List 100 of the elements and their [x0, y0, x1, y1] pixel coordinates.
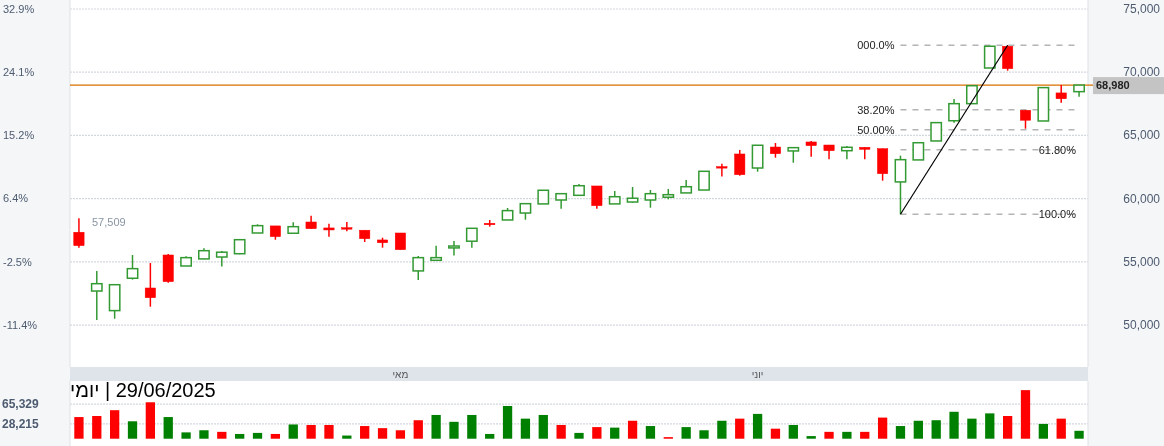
y-tick-label: 50,000: [1123, 318, 1161, 333]
candlestick: [805, 140, 817, 158]
bar: [449, 421, 459, 439]
candlestick: [734, 149, 746, 177]
bar: [270, 433, 281, 439]
candlestick: [448, 240, 460, 257]
y-tick-label: 60,000: [1123, 191, 1161, 206]
annotation: 50.00%: [857, 123, 895, 136]
x-tick-label: יוני: [751, 369, 764, 380]
bar: [235, 433, 245, 439]
candlestick: [716, 162, 728, 178]
bar: [610, 427, 620, 439]
y2-tick-label: -2.5%: [3, 255, 32, 268]
bar: [74, 417, 84, 439]
bar: [306, 424, 316, 439]
bar: [145, 402, 156, 439]
y-tick-label: 55,000: [1123, 254, 1161, 269]
candlestick: [859, 146, 871, 161]
y-tick-label: 75,000: [1123, 1, 1161, 16]
bar: [735, 418, 745, 439]
candlestick: [751, 144, 764, 173]
candlestick: [698, 170, 710, 191]
bar: [395, 430, 406, 439]
bar: [627, 420, 638, 439]
candlestick: [73, 217, 85, 249]
bar: [217, 431, 227, 439]
bar: [967, 418, 977, 439]
bar: [360, 426, 370, 439]
bar: [895, 426, 906, 439]
bar: [181, 432, 191, 439]
bar: [877, 417, 888, 439]
bar: [288, 424, 298, 439]
annotation: 61.80%: [1038, 143, 1077, 156]
candlestick: [126, 254, 139, 281]
candlestick: [412, 255, 425, 281]
y-tick-label: 65,000: [1123, 128, 1161, 143]
bar: [502, 405, 513, 439]
bar: [770, 428, 781, 439]
bar: [92, 416, 102, 439]
candlestick: [1020, 109, 1031, 130]
candlestick: [90, 270, 103, 321]
annotation: 000.0%: [857, 39, 895, 52]
bar: [342, 435, 352, 439]
candlestick: [930, 121, 943, 142]
bar: [1074, 430, 1084, 439]
candlestick: [1002, 44, 1014, 72]
candlestick: [894, 154, 907, 216]
bar: [1038, 423, 1048, 439]
ref-line-label: 57,509: [92, 216, 126, 229]
candlestick: [430, 244, 443, 262]
bar: [824, 431, 834, 439]
bar: [163, 417, 173, 439]
bar: [467, 414, 477, 439]
bar: [110, 410, 120, 439]
bar: [842, 431, 852, 439]
y-tick-label: 65,329: [2, 397, 40, 412]
bar: [485, 433, 495, 439]
bar: [413, 420, 423, 439]
bar: [252, 432, 263, 439]
annotation: 100.0%: [1038, 208, 1077, 221]
bar: [1056, 418, 1066, 439]
bar: [931, 420, 941, 439]
candlestick: [591, 185, 603, 210]
bar: [1002, 416, 1013, 439]
bar: [806, 436, 816, 439]
bar: [752, 413, 763, 439]
bar: [985, 413, 995, 439]
x-tick-label: מאי: [392, 369, 409, 380]
candlestick: [948, 98, 960, 124]
bar: [431, 414, 441, 439]
bar: [592, 427, 602, 439]
bar: [127, 421, 138, 439]
bar: [574, 432, 584, 439]
bar: [538, 414, 548, 439]
candlestick: [983, 45, 996, 69]
bar: [860, 431, 870, 439]
y2-tick-label: 15.2%: [3, 129, 35, 142]
bar: [1020, 390, 1031, 439]
bar: [377, 428, 388, 439]
y2-tick-label: -11.4%: [3, 319, 38, 332]
y2-tick-label: 6.4%: [3, 192, 29, 205]
y2-tick-label: 32.9%: [3, 2, 35, 15]
bar: [556, 424, 566, 439]
y-tick-label: 28,215: [2, 416, 40, 431]
bar: [199, 430, 209, 439]
bar: [699, 430, 709, 439]
candlestick: [323, 222, 335, 238]
bar: [788, 424, 798, 439]
annotation: 38.20%: [857, 103, 895, 116]
ref-line-label: 68,980: [1096, 79, 1130, 92]
bar: [324, 424, 334, 439]
bar: [949, 411, 959, 439]
bar: [645, 426, 656, 439]
bar: [913, 420, 923, 439]
bar: [717, 420, 727, 439]
bar: [520, 418, 531, 439]
y-tick-label: 70,000: [1123, 65, 1161, 80]
y2-tick-label: 24.1%: [3, 65, 35, 78]
bar: [681, 427, 691, 439]
candlestick: [144, 262, 156, 308]
